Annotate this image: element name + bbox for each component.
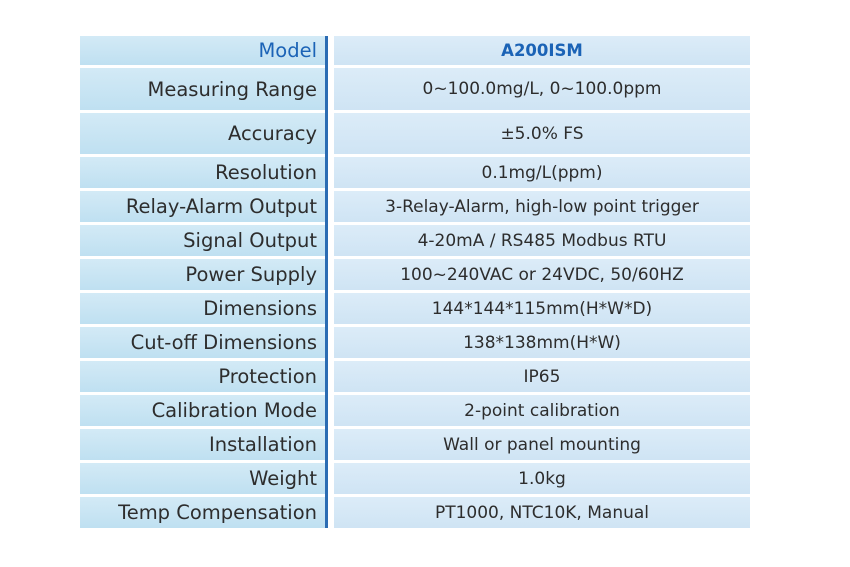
row-label: Accuracy xyxy=(80,113,325,154)
row-gap xyxy=(80,392,750,395)
row-gap xyxy=(80,222,750,225)
row-label: Installation xyxy=(80,429,325,460)
row-value: Wall or panel mounting xyxy=(334,429,750,460)
table-header-row: Model A200ISM xyxy=(80,36,750,65)
spec-table: Model A200ISM Measuring Range 0~100.0mg/… xyxy=(80,36,750,528)
row-gap xyxy=(80,256,750,259)
row-label: Signal Output xyxy=(80,225,325,256)
table-row: Weight 1.0kg xyxy=(80,463,750,494)
row-label: Resolution xyxy=(80,157,325,188)
column-divider xyxy=(325,327,328,358)
row-gap xyxy=(80,494,750,497)
column-divider xyxy=(325,191,328,222)
row-value: ±5.0% FS xyxy=(334,113,750,154)
table-row: Signal Output 4-20mA / RS485 Modbus RTU xyxy=(80,225,750,256)
table-row: Measuring Range 0~100.0mg/L, 0~100.0ppm xyxy=(80,68,750,110)
table-row: Cut-off Dimensions 138*138mm(H*W) xyxy=(80,327,750,358)
row-gap xyxy=(80,154,750,157)
row-value: 100~240VAC or 24VDC, 50/60HZ xyxy=(334,259,750,290)
row-label: Relay-Alarm Output xyxy=(80,191,325,222)
header-label: Model xyxy=(80,36,325,65)
row-value: 4-20mA / RS485 Modbus RTU xyxy=(334,225,750,256)
row-value: 0.1mg/L(ppm) xyxy=(334,157,750,188)
table-row: Installation Wall or panel mounting xyxy=(80,429,750,460)
table-row: Temp Compensation PT1000, NTC10K, Manual xyxy=(80,497,750,528)
table-row: Protection IP65 xyxy=(80,361,750,392)
table-row: Calibration Mode 2-point calibration xyxy=(80,395,750,426)
column-divider xyxy=(325,259,328,290)
header-model-value: A200ISM xyxy=(334,36,750,65)
table-row: Resolution 0.1mg/L(ppm) xyxy=(80,157,750,188)
row-label: Measuring Range xyxy=(80,68,325,110)
row-gap xyxy=(80,324,750,327)
row-label: Power Supply xyxy=(80,259,325,290)
row-gap xyxy=(80,188,750,191)
table-row: Dimensions 144*144*115mm(H*W*D) xyxy=(80,293,750,324)
column-divider xyxy=(325,395,328,426)
row-gap xyxy=(80,426,750,429)
row-label: Temp Compensation xyxy=(80,497,325,528)
row-value: 144*144*115mm(H*W*D) xyxy=(334,293,750,324)
row-gap xyxy=(80,65,750,68)
row-value: 0~100.0mg/L, 0~100.0ppm xyxy=(334,68,750,110)
row-value: 138*138mm(H*W) xyxy=(334,327,750,358)
row-gap xyxy=(80,290,750,293)
row-value: 2-point calibration xyxy=(334,395,750,426)
column-divider xyxy=(325,463,328,494)
row-value: 3-Relay-Alarm, high-low point trigger xyxy=(334,191,750,222)
column-divider xyxy=(325,113,328,154)
row-value: PT1000, NTC10K, Manual xyxy=(334,497,750,528)
row-gap xyxy=(80,358,750,361)
column-divider xyxy=(325,36,328,65)
table-row: Accuracy ±5.0% FS xyxy=(80,113,750,154)
column-divider xyxy=(325,225,328,256)
row-label: Weight xyxy=(80,463,325,494)
table-row: Power Supply 100~240VAC or 24VDC, 50/60H… xyxy=(80,259,750,290)
column-divider xyxy=(325,68,328,110)
column-divider xyxy=(325,157,328,188)
row-gap xyxy=(80,460,750,463)
row-label: Protection xyxy=(80,361,325,392)
table-row: Relay-Alarm Output 3-Relay-Alarm, high-l… xyxy=(80,191,750,222)
row-label: Cut-off Dimensions xyxy=(80,327,325,358)
row-value: IP65 xyxy=(334,361,750,392)
column-divider xyxy=(325,361,328,392)
row-label: Calibration Mode xyxy=(80,395,325,426)
column-divider xyxy=(325,429,328,460)
row-gap xyxy=(80,110,750,113)
row-label: Dimensions xyxy=(80,293,325,324)
column-divider xyxy=(325,497,328,528)
column-divider xyxy=(325,293,328,324)
row-value: 1.0kg xyxy=(334,463,750,494)
